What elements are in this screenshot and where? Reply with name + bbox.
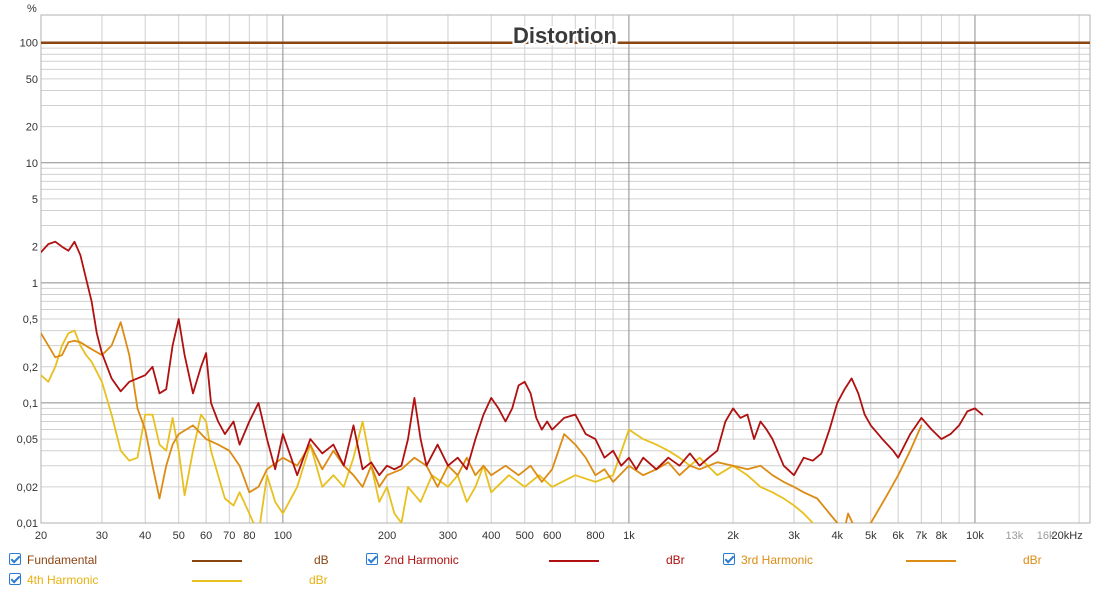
x-tick-label: 8k xyxy=(936,530,948,542)
x-tick-label: 16k xyxy=(1037,530,1055,542)
x-tick-label: 13k xyxy=(1006,530,1024,542)
x-tick-label: 80 xyxy=(243,530,255,542)
y-tick-label: 0,2 xyxy=(23,362,38,374)
x-tick-label: 2k xyxy=(727,530,739,542)
y-tick-label: 50 xyxy=(26,74,38,86)
legend-unit-fundamental: dB xyxy=(314,553,329,567)
y-tick-label: 10 xyxy=(26,158,38,170)
legend-item-fundamental[interactable]: Fundamental dB xyxy=(9,551,349,569)
major-grid xyxy=(41,15,1090,524)
legend: Fundamental dB 2nd Harmonic dBr 3rd Harm… xyxy=(0,548,1110,595)
x-tick-label: 5k xyxy=(865,530,877,542)
y-tick-label: 2 xyxy=(32,242,38,254)
x-tick-label: 3k xyxy=(788,530,800,542)
x-tick-label: 60 xyxy=(200,530,212,542)
x-tick-label: 500 xyxy=(516,530,534,542)
series-line-4th-harmonic xyxy=(41,329,814,523)
x-tick-label: 200 xyxy=(378,530,396,542)
y-tick-label: 5 xyxy=(32,194,38,206)
checkbox-3rd-harmonic[interactable] xyxy=(723,553,735,565)
legend-label-3rd-harmonic: 3rd Harmonic xyxy=(741,553,814,567)
checkbox-2nd-harmonic[interactable] xyxy=(366,553,378,565)
legend-label-2nd-harmonic: 2nd Harmonic xyxy=(384,553,459,567)
legend-item-4th-harmonic[interactable]: 4th Harmonic dBr xyxy=(9,571,349,589)
series-line-3rd-harmonic xyxy=(41,321,923,523)
y-tick-label: 20 xyxy=(26,122,38,134)
y-tick-label: 100 xyxy=(20,38,38,50)
x-tick-label: 20kHz xyxy=(1052,530,1083,542)
chart-title: Distortion xyxy=(513,23,617,48)
x-tick-label: 600 xyxy=(543,530,561,542)
y-tick-label: 1 xyxy=(32,278,38,290)
x-tick-label: 10k xyxy=(966,530,984,542)
legend-swatch-fundamental xyxy=(192,560,242,562)
legend-swatch-2nd-harmonic xyxy=(549,560,599,562)
legend-unit-3rd-harmonic: dBr xyxy=(1023,553,1042,567)
distortion-chart: 20 30 40 50 60 70 80 100 200 300 400 500 600 800 1k 2k 3… xyxy=(17,3,1091,542)
x-tick-label: 400 xyxy=(482,530,500,542)
y-tick-labels: 100 50 20 10 5 2 1 0,5 0,2 0,1 0,05 0,02 0,01 xyxy=(17,38,38,530)
y-axis-unit: % xyxy=(27,3,37,15)
legend-label-4th-harmonic: 4th Harmonic xyxy=(27,573,99,587)
series-line-2nd-harmonic xyxy=(41,240,984,477)
x-tick-label: 1k xyxy=(623,530,635,542)
series-layer xyxy=(41,41,1090,523)
x-tick-label: 50 xyxy=(173,530,185,542)
y-tick-label: 0,1 xyxy=(23,398,38,410)
x-tick-label: 300 xyxy=(439,530,457,542)
x-tick-labels: 20 30 40 50 60 70 80 100 200 300 400 500 600 800 1k 2k 3… xyxy=(35,530,1083,542)
minor-grid xyxy=(40,15,1090,523)
checkbox-fundamental[interactable] xyxy=(9,553,21,565)
legend-item-3rd-harmonic[interactable]: 3rd Harmonic dBr xyxy=(723,551,1063,569)
x-tick-label: 40 xyxy=(139,530,151,542)
x-tick-label: 4k xyxy=(831,530,843,542)
legend-unit-2nd-harmonic: dBr xyxy=(666,553,685,567)
legend-swatch-4th-harmonic xyxy=(192,580,242,582)
x-tick-label: 30 xyxy=(96,530,108,542)
x-tick-label: 100 xyxy=(274,530,292,542)
legend-label-fundamental: Fundamental xyxy=(27,553,98,567)
x-tick-label: 70 xyxy=(223,530,235,542)
x-tick-label: 20 xyxy=(35,530,47,542)
checkbox-4th-harmonic[interactable] xyxy=(9,573,21,585)
x-tick-label: 800 xyxy=(586,530,604,542)
plot-frame xyxy=(40,14,1091,524)
x-tick-label: 7k xyxy=(916,530,928,542)
y-tick-label: 0,01 xyxy=(17,518,38,530)
y-tick-label: 0,5 xyxy=(23,314,38,326)
legend-item-2nd-harmonic[interactable]: 2nd Harmonic dBr xyxy=(366,551,706,569)
x-tick-label: 6k xyxy=(892,530,904,542)
legend-swatch-3rd-harmonic xyxy=(906,560,956,562)
y-tick-label: 0,05 xyxy=(17,434,38,446)
y-tick-label: 0,02 xyxy=(17,482,38,494)
legend-unit-4th-harmonic: dBr xyxy=(309,573,328,587)
